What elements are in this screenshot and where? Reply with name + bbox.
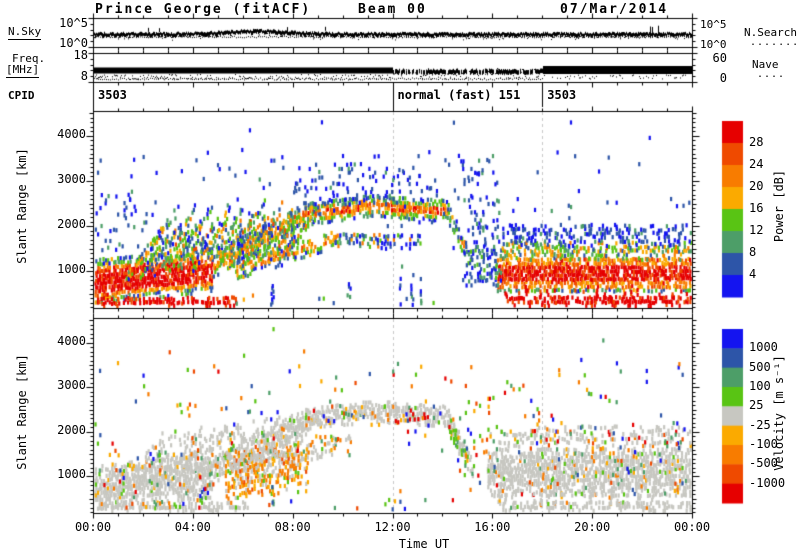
velocity-cbar-label: 1000: [749, 340, 778, 355]
nsearch-label: N.Search: [744, 26, 797, 39]
nsearch-ymax: 10^5: [700, 18, 727, 31]
nave-ymax: 60: [712, 51, 727, 65]
power-colorbar-title: Power [dB]: [772, 169, 786, 243]
nsky-label: N.Sky: [8, 25, 42, 40]
nsky-ymin: 10^0: [59, 36, 88, 50]
page-title: Prince George (fitACF): [95, 2, 312, 17]
velocity-range-tick-label: 1000: [57, 467, 86, 482]
date-label: 07/Mar/2014: [560, 2, 669, 17]
power-cbar-label: 16: [749, 201, 764, 215]
velocity-range-tick-label: 2000: [57, 422, 86, 437]
velocity-range-tick-label: 4000: [57, 333, 86, 348]
velocity-cbar-label: -25: [749, 417, 771, 432]
velocity-cbar-label: 500: [749, 359, 771, 374]
nave-linestyle-dots: ....: [757, 69, 786, 80]
freq-label: Freq.: [12, 52, 46, 65]
power-range-tick-label: 3000: [57, 171, 86, 186]
velocity-cbar-label: -100: [749, 437, 778, 451]
power-range-tick-label: 4000: [57, 126, 86, 141]
power-cbar-label: 24: [749, 157, 764, 171]
velocity-cbar-label: 25: [749, 398, 764, 413]
nsearch-ymin: 10^0: [700, 38, 727, 51]
nsearch-linestyle-dots: .......: [750, 37, 800, 48]
power-range-tick-label: 1000: [57, 262, 86, 277]
velocity-cbar-label: -500: [749, 456, 778, 471]
cpid-segment-label: normal (fast) 151: [397, 88, 521, 102]
nave-ymin: 0: [719, 71, 727, 85]
time-axis-title: Time UT: [398, 537, 450, 551]
power-cbar-label: 28: [749, 135, 764, 149]
power-cbar-label: 12: [749, 223, 764, 237]
freq-ymax: 18: [73, 48, 88, 62]
power-yaxis-title: Slant Range [km]: [15, 148, 29, 264]
time-tick-label: 20:00: [574, 520, 611, 534]
cpid-label: CPID: [8, 89, 35, 102]
velocity-range-tick-label: 3000: [57, 378, 86, 393]
time-tick-label: 12:00: [374, 520, 411, 534]
time-tick-label: 00:00: [673, 520, 711, 534]
power-range-tick-label: 2000: [57, 217, 86, 232]
time-tick-label: 16:00: [474, 520, 511, 534]
velocity-cbar-label: 100: [749, 379, 771, 393]
nsky-ymax: 10^5: [59, 16, 88, 30]
power-cbar-label: 8: [749, 245, 757, 259]
cpid-segment-label: 3503: [547, 88, 577, 102]
velocity-cbar-label: -1000: [749, 475, 786, 490]
time-tick-label: 04:00: [174, 520, 211, 534]
beam-label: Beam 00: [358, 2, 427, 17]
power-cbar-label: 4: [749, 267, 757, 281]
cpid-segment-label: 3503: [98, 88, 127, 102]
time-tick-label: 08:00: [274, 520, 311, 534]
freq-ymin: 8: [80, 69, 88, 83]
velocity-yaxis-title: Slant Range [km]: [15, 354, 29, 470]
nave-label: Nave: [752, 58, 779, 71]
time-tick-label: 00:00: [74, 520, 112, 534]
freq-unit-label: [MHz]: [6, 63, 40, 78]
power-cbar-label: 20: [749, 179, 764, 193]
